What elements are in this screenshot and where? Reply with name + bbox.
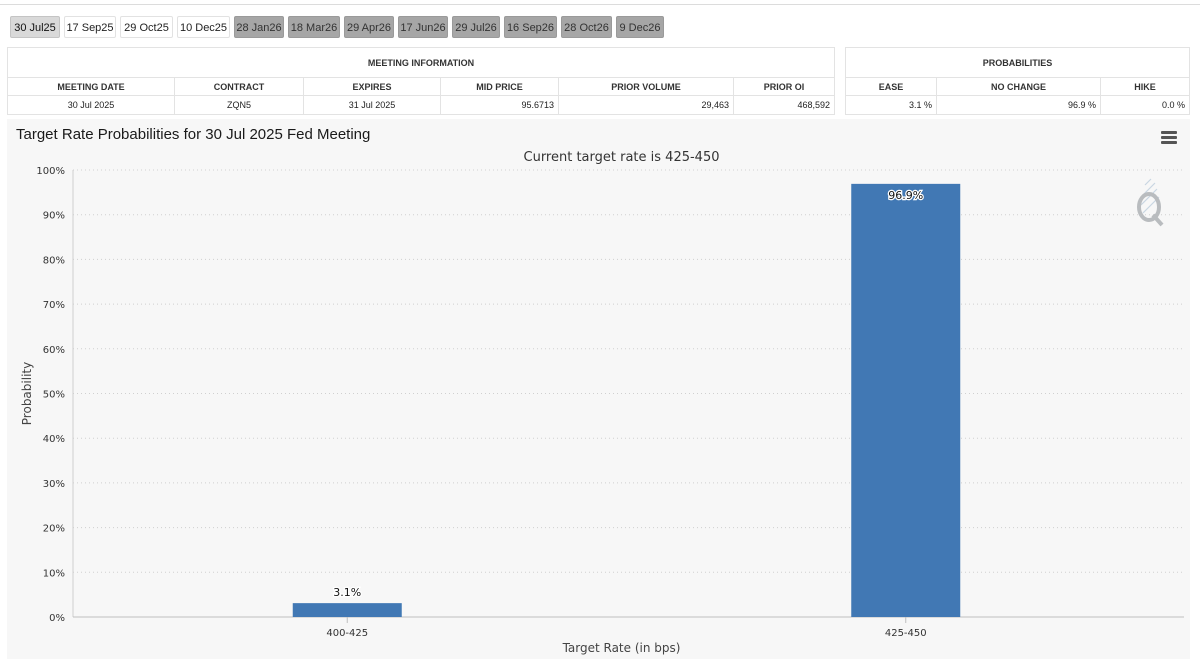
chart-subtitle: Current target rate is 425-450 (524, 150, 720, 165)
tab-29-apr26[interactable]: 29 Apr26 (344, 16, 394, 38)
header-hike: HIKE (1100, 77, 1190, 96)
header-contract: CONTRACT (174, 77, 304, 96)
y-tick-label: 90% (43, 211, 65, 222)
chart-bar (851, 183, 961, 617)
hike-value: 0.0 % (1100, 95, 1190, 115)
y-tick-label: 100% (36, 166, 65, 177)
table-row: 30 Jul 2025 ZQN5 31 Jul 2025 95.6713 29,… (7, 95, 835, 115)
y-tick-label: 80% (43, 255, 65, 266)
header-ease: EASE (845, 77, 937, 96)
x-tick-label: 425-450 (885, 628, 927, 639)
tab-17-sep25[interactable]: 17 Sep25 (64, 16, 116, 38)
mid-price-value: 95.6713 (440, 95, 559, 115)
tab-29-oct25[interactable]: 29 Oct25 (120, 16, 173, 38)
y-tick-label: 60% (43, 345, 65, 356)
prior-volume-value: 29,463 (558, 95, 734, 115)
tab-28-jan26[interactable]: 28 Jan26 (234, 16, 284, 38)
header-mid-price: MID PRICE (440, 77, 559, 96)
meeting-information-table: MEETING INFORMATION MEETING DATE CONTRAC… (7, 47, 835, 115)
y-axis-title: Probability (20, 362, 34, 425)
chart-title: Target Rate Probabilities for 30 Jul 202… (16, 126, 371, 143)
contract-value: ZQN5 (174, 95, 304, 115)
header-meeting-date: MEETING DATE (7, 77, 175, 96)
tab-28-oct26[interactable]: 28 Oct26 (561, 16, 612, 38)
y-tick-label: 30% (43, 479, 65, 490)
tab-30-jul25[interactable]: 30 Jul25 (10, 16, 60, 38)
meeting-information-heading: MEETING INFORMATION (7, 47, 835, 78)
chart-panel: Current target rate is 425-450 0% 10% 20% 30… (7, 119, 1190, 659)
y-tick-label: 40% (43, 434, 65, 445)
data-label: 96.9% (888, 189, 923, 202)
prior-oi-value: 468,592 (733, 95, 835, 115)
tab-9-dec26[interactable]: 9 Dec26 (616, 16, 664, 38)
y-tick-label: 10% (43, 568, 65, 579)
tab-16-sep26[interactable]: 16 Sep26 (504, 16, 557, 38)
no-change-value: 96.9 % (936, 95, 1101, 115)
tab-18-mar26[interactable]: 18 Mar26 (288, 16, 340, 38)
expires-value: 31 Jul 2025 (303, 95, 441, 115)
probabilities-heading: PROBABILITIES (845, 47, 1190, 78)
tab-29-jul26[interactable]: 29 Jul26 (452, 16, 500, 38)
header-no-change: NO CHANGE (936, 77, 1101, 96)
x-axis-title: Target Rate (in bps) (562, 641, 681, 655)
bar-chart: Current target rate is 425-450 0% 10% 20% 30… (20, 150, 1184, 655)
meeting-date-value: 30 Jul 2025 (7, 95, 175, 115)
y-tick-label: 50% (43, 390, 65, 401)
header-prior-oi: PRIOR OI (733, 77, 835, 96)
y-tick-label: 0% (49, 613, 65, 624)
tab-17-jun26[interactable]: 17 Jun26 (398, 16, 448, 38)
hamburger-menu-icon[interactable] (1161, 131, 1177, 144)
y-tick-label: 70% (43, 300, 65, 311)
header-prior-volume: PRIOR VOLUME (558, 77, 734, 96)
y-tick-label: 20% (43, 524, 65, 535)
q-watermark-icon (1137, 178, 1164, 227)
ease-value: 3.1 % (845, 95, 937, 115)
tab-10-dec25[interactable]: 10 Dec25 (177, 16, 230, 38)
table-row: 3.1 % 96.9 % 0.0 % (845, 95, 1190, 115)
x-tick-label: 400-425 (326, 628, 368, 639)
probabilities-table: PROBABILITIES EASE NO CHANGE HIKE 3.1 % … (845, 47, 1190, 115)
top-divider (0, 0, 1200, 5)
header-expires: EXPIRES (303, 77, 441, 96)
chart-bar (292, 603, 402, 617)
data-label: 3.1% (333, 586, 361, 599)
